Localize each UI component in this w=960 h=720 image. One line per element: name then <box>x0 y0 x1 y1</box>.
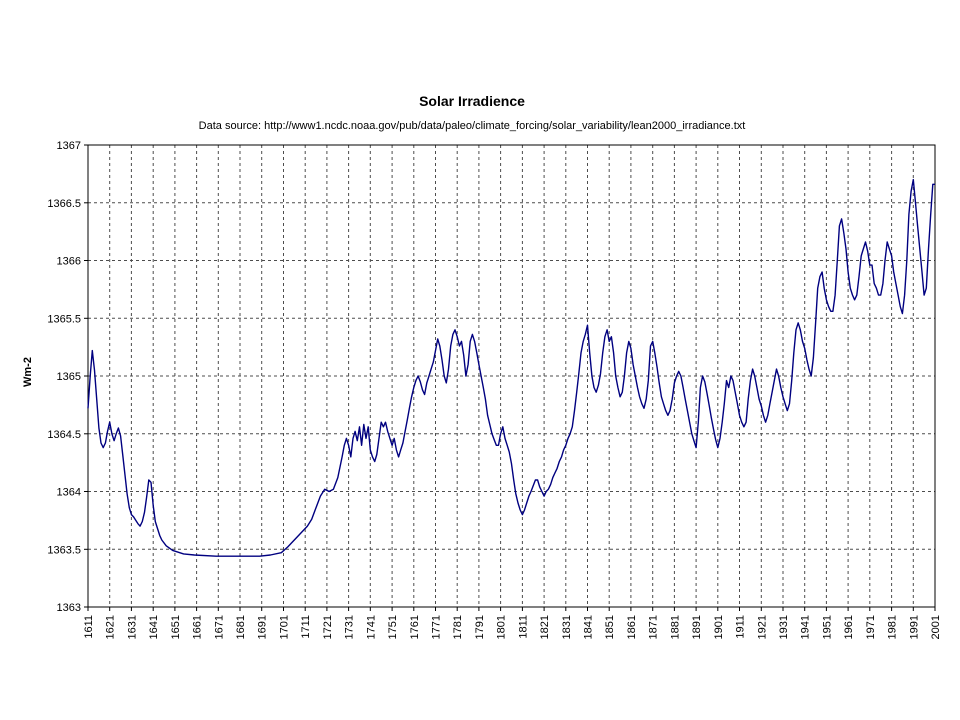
x-tick-label: 1911 <box>735 615 747 639</box>
x-tick-label: 1991 <box>908 615 920 639</box>
x-tick-label: 1741 <box>365 615 377 639</box>
x-tick-label: 1861 <box>626 615 638 639</box>
x-tick-label: 1661 <box>192 615 204 639</box>
x-tick-label: 1621 <box>105 615 117 639</box>
x-tick-label: 1721 <box>322 615 334 639</box>
x-tick-label: 1811 <box>517 615 529 639</box>
x-tick-label: 1971 <box>865 615 877 639</box>
x-tick-label: 1691 <box>257 615 269 639</box>
x-tick-label: 1871 <box>648 615 660 639</box>
y-tick-label: 1365 <box>57 371 81 383</box>
x-tick-label: 1651 <box>170 615 182 639</box>
x-tick-label: 1761 <box>409 615 421 639</box>
y-tick-label: 1363 <box>57 602 81 614</box>
x-tick-label: 1821 <box>539 615 551 639</box>
x-tick-label: 1771 <box>431 615 443 639</box>
y-tick-label: 1367 <box>57 140 81 152</box>
x-tick-label: 1731 <box>344 615 356 639</box>
y-tick-label: 1366.5 <box>47 198 81 210</box>
x-tick-label: 1951 <box>821 615 833 639</box>
y-tick-label: 1364.5 <box>47 429 81 441</box>
x-tick-label: 1851 <box>604 615 616 639</box>
x-tick-label: 1611 <box>83 615 95 639</box>
x-tick-label: 1841 <box>583 615 595 639</box>
x-tick-label: 1901 <box>713 615 725 639</box>
x-tick-label: 1681 <box>235 615 247 639</box>
x-tick-label: 1891 <box>691 615 703 639</box>
x-tick-label: 1631 <box>126 615 138 639</box>
irradiance-series-line <box>87 178 935 557</box>
y-tick-label: 1363.5 <box>47 544 81 556</box>
y-tick-label: 1364 <box>57 487 81 499</box>
x-tick-label: 1921 <box>756 615 768 639</box>
y-tick-label: 1366 <box>57 256 81 268</box>
x-tick-label: 1711 <box>300 615 312 639</box>
x-tick-label: 1671 <box>213 615 225 639</box>
x-tick-label: 1881 <box>669 615 681 639</box>
x-tick-label: 1751 <box>387 615 399 639</box>
x-tick-label: 1781 <box>452 615 464 639</box>
x-tick-label: 1701 <box>279 615 291 639</box>
x-tick-label: 1981 <box>887 615 899 639</box>
x-tick-label: 1831 <box>561 615 573 639</box>
y-tick-label: 1365.5 <box>47 313 81 325</box>
x-tick-label: 2001 <box>930 615 942 639</box>
x-tick-label: 1961 <box>843 615 855 639</box>
x-tick-label: 1791 <box>474 615 486 639</box>
x-tick-label: 1941 <box>800 615 812 639</box>
x-tick-label: 1931 <box>778 615 790 639</box>
chart-subtitle: Data source: http://www1.ncdc.noaa.gov/p… <box>198 120 746 132</box>
x-tick-label: 1801 <box>496 615 508 639</box>
chart-title: Solar Irradience <box>419 93 525 109</box>
x-tick-label: 1641 <box>148 615 160 639</box>
